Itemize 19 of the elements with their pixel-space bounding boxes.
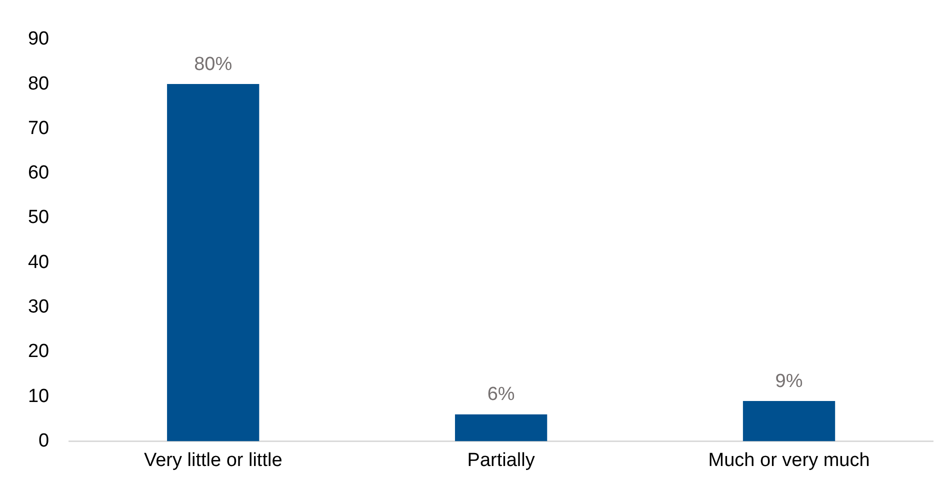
y-tick-label: 60 bbox=[28, 162, 50, 184]
x-tick-label: Very little or little bbox=[144, 450, 282, 471]
data-label: 80% bbox=[194, 54, 232, 75]
bar bbox=[454, 414, 548, 442]
data-label: 9% bbox=[775, 370, 803, 392]
y-tick-label: 70 bbox=[28, 118, 50, 139]
y-tick-label: 80 bbox=[28, 73, 50, 94]
y-tick-label: 30 bbox=[28, 296, 50, 318]
x-tick-label: Partially bbox=[467, 450, 536, 471]
x-tick-label: Much or very much bbox=[708, 450, 870, 471]
y-tick-label: 20 bbox=[28, 341, 50, 362]
data-label: 6% bbox=[487, 384, 515, 406]
y-tick-label: 40 bbox=[28, 252, 50, 273]
bar bbox=[167, 84, 260, 442]
y-tick-label: 0 bbox=[38, 430, 50, 452]
bar bbox=[742, 401, 836, 442]
y-tick-label: 10 bbox=[28, 386, 50, 407]
y-tick-label: 50 bbox=[28, 207, 50, 228]
y-tick-label: 90 bbox=[28, 28, 50, 50]
